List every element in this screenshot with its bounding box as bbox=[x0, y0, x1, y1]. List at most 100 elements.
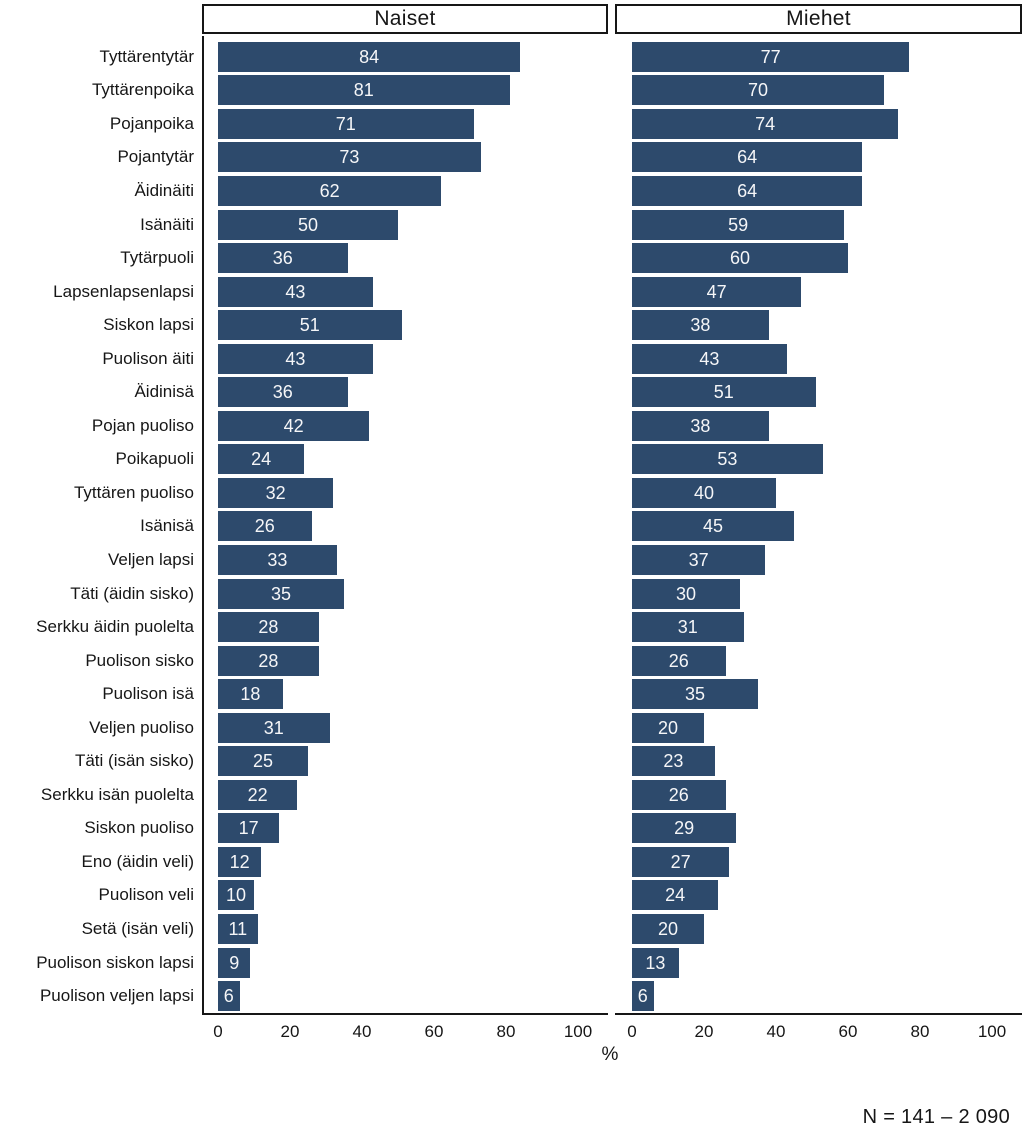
bar-miehet: 60 bbox=[632, 243, 848, 274]
bar-row: 20 bbox=[615, 912, 1022, 946]
x-tick-label: 20 bbox=[280, 1022, 300, 1041]
bar-value-label: 43 bbox=[699, 348, 720, 369]
category-label: Serkku äidin puolelta bbox=[36, 617, 194, 637]
bar-value-label: 35 bbox=[270, 583, 292, 604]
bar-miehet: 29 bbox=[632, 813, 737, 844]
bar-row: 10 bbox=[204, 879, 608, 913]
bar-row: 26 bbox=[204, 510, 608, 544]
x-tick-label: 100 bbox=[977, 1022, 1007, 1041]
category-label: Pojanpoika bbox=[109, 113, 194, 133]
facet-title-miehet: Miehet bbox=[615, 4, 1022, 34]
bar-row: 53 bbox=[615, 443, 1022, 477]
bar-row: 50 bbox=[204, 208, 608, 242]
sample-size-note: N = 141 – 2 090 bbox=[862, 1106, 1010, 1128]
bar-row: 30 bbox=[615, 577, 1022, 611]
bar-row: 25 bbox=[204, 744, 608, 778]
bar-naiset: 11 bbox=[218, 913, 258, 944]
bar-row: 23 bbox=[615, 744, 1022, 778]
bar-naiset: 6 bbox=[218, 981, 240, 1012]
bar-value-label: 12 bbox=[229, 851, 250, 872]
bar-miehet: 31 bbox=[632, 612, 744, 643]
bar-value-label: 74 bbox=[755, 113, 776, 134]
category-label: Isänäiti bbox=[140, 214, 194, 234]
category-label: Siskon puoliso bbox=[84, 818, 194, 838]
bar-value-label: 45 bbox=[702, 516, 724, 537]
bar-value-label: 28 bbox=[258, 617, 279, 638]
bar-value-label: 43 bbox=[285, 281, 306, 302]
bar-value-label: 26 bbox=[668, 784, 689, 805]
category-label: Siskon lapsi bbox=[103, 315, 194, 335]
bar-row: 27 bbox=[615, 845, 1022, 879]
bar-naiset: 50 bbox=[218, 209, 398, 240]
bar-miehet: 27 bbox=[632, 846, 730, 877]
x-tick-label: 60 bbox=[424, 1022, 444, 1041]
bar-row: 38 bbox=[615, 409, 1022, 443]
bar-naiset: 32 bbox=[218, 477, 334, 508]
bar-miehet: 23 bbox=[632, 746, 715, 777]
bar-naiset: 17 bbox=[218, 813, 280, 844]
bar-value-label: 64 bbox=[737, 180, 758, 201]
x-tick-label: 40 bbox=[352, 1022, 372, 1041]
bar-naiset: 22 bbox=[218, 779, 298, 810]
bar-row: 35 bbox=[615, 677, 1022, 711]
plot-area-miehet: 77 70 74 64 64 59 60 47 38 43 51 38 53 40 45 37 30 31 26 35… bbox=[615, 36, 1022, 1015]
bar-value-label: 26 bbox=[668, 650, 689, 671]
bar-row: 36 bbox=[204, 241, 608, 275]
category-label: Puolison isä bbox=[102, 684, 194, 704]
bar-value-label: 24 bbox=[251, 449, 272, 470]
bar-naiset: 62 bbox=[218, 175, 442, 206]
x-axis-ticks: 0 20 40 60 80 100 0 20 40 60 80 100 bbox=[0, 1022, 1024, 1048]
bar-value-label: 33 bbox=[267, 549, 288, 570]
bar-value-label: 30 bbox=[675, 583, 697, 604]
bar-value-label: 37 bbox=[688, 549, 709, 570]
category-label: Veljen puoliso bbox=[89, 717, 194, 737]
bar-row: 62 bbox=[204, 174, 608, 208]
bar-value-label: 6 bbox=[223, 986, 234, 1007]
category-label: Pojan puoliso bbox=[91, 415, 194, 435]
bar-row: 60 bbox=[615, 241, 1022, 275]
bar-row: 26 bbox=[615, 644, 1022, 678]
bar-miehet: 38 bbox=[632, 410, 769, 441]
bar-row: 77 bbox=[615, 40, 1022, 74]
x-tick-label: 20 bbox=[694, 1022, 714, 1041]
bar-row: 28 bbox=[204, 644, 608, 678]
bar-value-label: 26 bbox=[254, 516, 275, 537]
bar-row: 9 bbox=[204, 946, 608, 980]
bar-naiset: 84 bbox=[218, 41, 521, 72]
category-label: Lapsenlapsenlapsi bbox=[53, 281, 194, 301]
bar-row: 64 bbox=[615, 174, 1022, 208]
bar-naiset: 33 bbox=[218, 544, 337, 575]
category-label: Isänisä bbox=[140, 516, 194, 536]
bar-miehet: 20 bbox=[632, 913, 704, 944]
bar-miehet: 13 bbox=[632, 947, 679, 978]
bar-row: 43 bbox=[204, 275, 608, 309]
bar-value-label: 6 bbox=[637, 986, 648, 1007]
bar-miehet: 74 bbox=[632, 108, 899, 139]
category-label: Puolison siskon lapsi bbox=[36, 952, 194, 972]
bar-value-label: 10 bbox=[225, 885, 247, 906]
bar-value-label: 9 bbox=[229, 952, 240, 973]
bar-value-label: 84 bbox=[359, 46, 380, 67]
bar-value-label: 17 bbox=[238, 818, 259, 839]
bar-row: 51 bbox=[615, 375, 1022, 409]
bar-value-label: 18 bbox=[240, 684, 261, 705]
bar-row: 33 bbox=[204, 543, 608, 577]
bar-value-label: 43 bbox=[285, 348, 306, 369]
bar-row: 24 bbox=[204, 443, 608, 477]
bar-value-label: 25 bbox=[252, 751, 274, 772]
bar-miehet: 30 bbox=[632, 578, 740, 609]
x-tick-label: 80 bbox=[496, 1022, 516, 1041]
bar-row: 26 bbox=[615, 778, 1022, 812]
bar-value-label: 77 bbox=[760, 46, 781, 67]
bar-miehet: 20 bbox=[632, 712, 704, 743]
category-label: Tyttärentytär bbox=[99, 46, 194, 66]
bar-naiset: 36 bbox=[218, 243, 348, 274]
bar-row: 74 bbox=[615, 107, 1022, 141]
bar-miehet: 47 bbox=[632, 276, 802, 307]
bar-value-label: 62 bbox=[319, 180, 340, 201]
bar-value-label: 28 bbox=[258, 650, 279, 671]
bar-row: 42 bbox=[204, 409, 608, 443]
bar-miehet: 51 bbox=[632, 377, 816, 408]
bar-value-label: 29 bbox=[674, 818, 695, 839]
